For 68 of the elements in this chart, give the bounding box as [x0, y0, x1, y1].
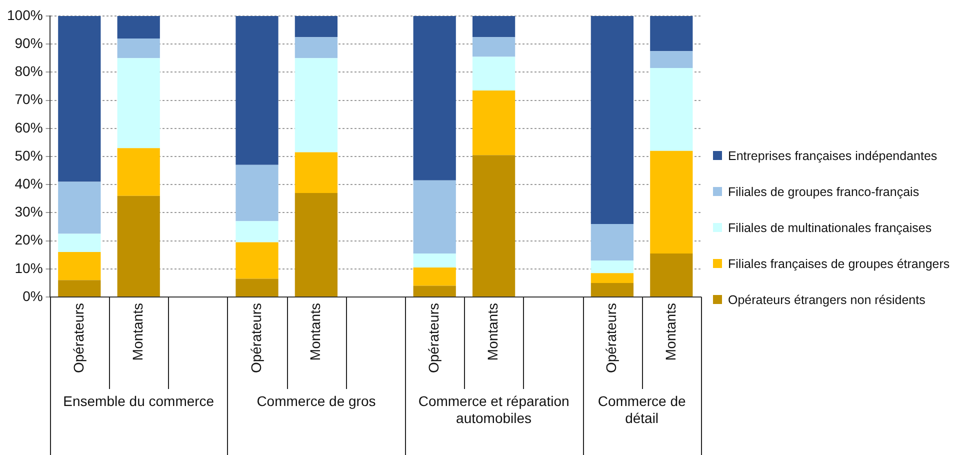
bar	[472, 56, 516, 90]
y-tick-label: 30%	[14, 204, 43, 220]
bar	[413, 180, 456, 254]
y-tick-label: 70%	[14, 91, 43, 108]
bar	[413, 253, 456, 268]
bar	[590, 282, 634, 296]
y-tick-label: 100%	[6, 6, 43, 23]
bar	[413, 16, 456, 180]
bar	[236, 164, 278, 222]
bar	[472, 155, 516, 296]
x-tick-label: Montants	[129, 303, 146, 361]
bar	[294, 193, 338, 296]
x-tick-label: Montants	[484, 303, 501, 361]
bar	[650, 150, 693, 254]
bar	[236, 221, 278, 242]
bar	[413, 267, 456, 286]
legend-label: Filiales françaises de groupes étrangers	[728, 256, 950, 270]
legend-label: Opérateurs étrangers non résidents	[728, 292, 926, 306]
bar	[472, 16, 516, 38]
bar	[650, 68, 693, 151]
bar	[590, 273, 634, 283]
bar	[650, 51, 693, 68]
y-tick-label: 60%	[14, 119, 43, 136]
legend-label: Filiales de groupes franco-français	[728, 184, 920, 198]
bar	[294, 16, 338, 38]
bar	[650, 16, 693, 52]
bar	[236, 242, 278, 279]
bar	[294, 37, 338, 58]
y-tick-label: 80%	[14, 63, 43, 80]
x-tick-label: Opérateurs	[248, 303, 264, 374]
bar	[472, 90, 516, 156]
y-tick-label: 10%	[14, 260, 43, 276]
bar	[117, 58, 160, 148]
bar	[590, 16, 634, 224]
legend-label: Filiales de multinationales françaises	[728, 220, 932, 234]
y-tick-label: 20%	[14, 232, 43, 248]
bar	[58, 16, 101, 182]
x-tick-label: Montants	[662, 303, 678, 361]
bar	[294, 58, 338, 152]
bar	[236, 278, 278, 296]
bar	[58, 234, 101, 252]
bar	[117, 148, 160, 196]
bar	[236, 16, 278, 165]
bar	[117, 16, 160, 38]
y-tick-label: 90%	[14, 34, 43, 51]
bar	[58, 280, 101, 296]
x-tick-label: Opérateurs	[70, 303, 86, 374]
y-tick-label: 40%	[14, 175, 43, 192]
bar	[413, 286, 456, 296]
legend-label: Entreprises françaises indépendantes	[728, 148, 938, 162]
bar	[650, 253, 693, 296]
bar	[590, 260, 634, 274]
bar	[294, 152, 338, 194]
text: Ensemble du commerce	[63, 392, 214, 409]
bar	[58, 252, 101, 280]
bar	[117, 38, 160, 58]
y-tick-label: 0%	[22, 288, 43, 304]
bar	[590, 224, 634, 260]
x-tick-label: Montants	[307, 303, 324, 361]
text: Commerce de détail	[598, 392, 686, 426]
x-tick-label: Opérateurs	[425, 303, 442, 374]
bar	[58, 182, 101, 234]
bar	[117, 196, 160, 296]
y-tick-label: 50%	[14, 147, 43, 164]
bar	[472, 37, 516, 57]
text: Commerce de gros	[256, 392, 376, 409]
text: Commerce et réparation automobiles	[418, 392, 570, 426]
x-tick-label: Opérateurs	[603, 303, 620, 374]
